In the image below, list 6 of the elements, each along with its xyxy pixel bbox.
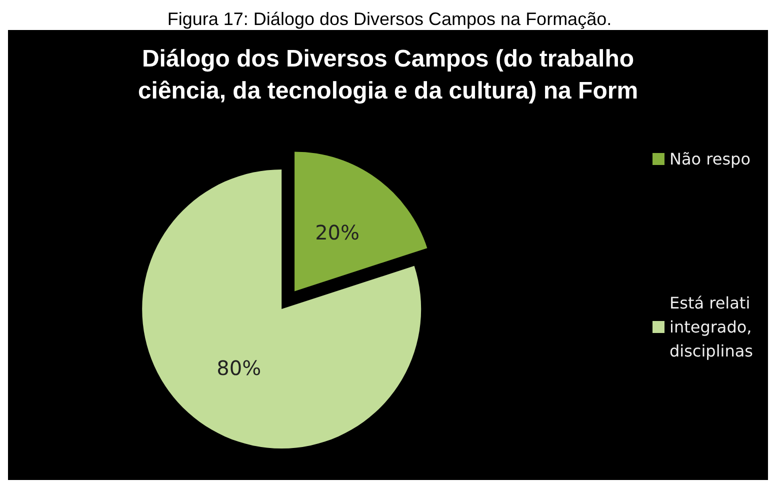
legend-label: Está relati integrado, disciplinas <box>669 294 754 360</box>
chart-title: Diálogo dos Diversos Campos (do trabalho ciência, da tecnologia e da cultura) na Form <box>138 46 638 104</box>
data-label: 80% <box>216 356 262 380</box>
legend-label: Não respo <box>669 150 750 168</box>
data-label: 20% <box>315 220 360 244</box>
text: Figura 17: Diálogo dos Diversos Campos na Formação. <box>166 8 613 30</box>
